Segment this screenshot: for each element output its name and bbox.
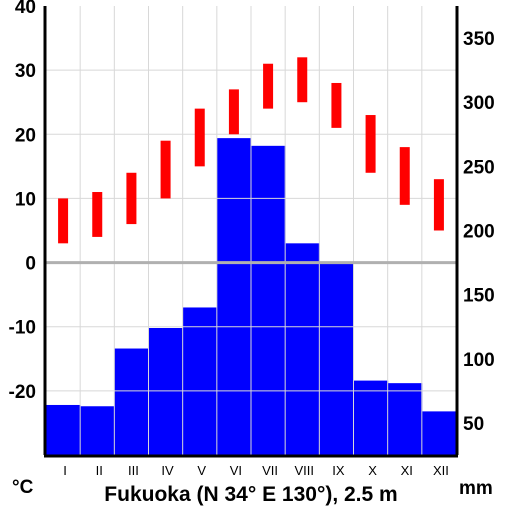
grid-lines	[46, 6, 456, 455]
precip-bar-II	[80, 406, 115, 455]
precipitation-bars	[46, 138, 457, 456]
month-label-III: III	[128, 463, 139, 478]
right-tick-label: 100	[463, 350, 495, 371]
month-label-VI: VI	[230, 463, 242, 478]
month-label-II: II	[96, 463, 103, 478]
precip-bar-XI	[387, 383, 423, 455]
precip-bar-X	[353, 380, 389, 455]
right-tick-label: 200	[463, 222, 495, 243]
temp-range-I	[58, 198, 69, 244]
axes	[43, 6, 459, 458]
temp-range-XII	[433, 179, 444, 231]
left-tick-label: -10	[9, 318, 36, 339]
left-tick-label: 20	[15, 125, 36, 146]
month-label-IX: IX	[332, 463, 345, 478]
left-tick-label: -20	[9, 382, 36, 403]
right-tick-label: 250	[463, 157, 495, 178]
month-label-XII: XII	[433, 463, 449, 478]
temp-range-VIII	[297, 57, 308, 103]
left-tick-label: 0	[25, 254, 36, 275]
precip-bar-VII	[251, 145, 286, 455]
precip-bar-I	[46, 404, 81, 455]
precip-bar-IV	[148, 327, 184, 455]
right-tick-label: 50	[463, 414, 484, 435]
temp-range-VI	[228, 89, 239, 135]
left-tick-label: 30	[15, 61, 36, 82]
month-labels: I II III IV V VI VII VIII IX X XI XII	[63, 463, 449, 478]
temp-range-II	[92, 192, 103, 237]
precip-bar-VI	[216, 138, 252, 456]
month-label-V: V	[197, 463, 206, 478]
month-label-VIII: VIII	[294, 463, 314, 478]
precip-bar-III	[114, 348, 149, 455]
temp-range-IV	[160, 140, 171, 199]
right-axis-ticks: 350 300 250 200 150 100 50	[463, 29, 495, 435]
left-axis-unit: °C	[12, 477, 34, 498]
precip-bar-IX	[319, 262, 354, 455]
chart-title: Fukuoka (N 34° E 130°), 2.5 m	[104, 483, 397, 506]
precip-bar-VIII	[285, 243, 320, 455]
temp-range-XI	[399, 147, 410, 205]
left-tick-label: 10	[15, 189, 36, 210]
right-tick-label: 150	[463, 286, 495, 307]
right-tick-label: 300	[463, 93, 495, 114]
month-label-X: X	[368, 463, 377, 478]
temp-range-V	[194, 108, 205, 167]
month-label-I: I	[63, 463, 67, 478]
right-tick-label: 350	[463, 29, 495, 50]
left-axis-ticks: 40 30 20 10 0 -10 -20	[9, 0, 36, 403]
precip-bar-XII	[421, 411, 457, 455]
month-label-XI: XI	[401, 463, 413, 478]
temp-range-X	[365, 115, 376, 173]
temp-range-III	[126, 172, 137, 225]
temp-range-VII	[263, 63, 274, 109]
month-label-IV: IV	[161, 463, 174, 478]
temperature-ranges	[58, 57, 444, 244]
month-label-VII: VII	[262, 463, 278, 478]
temp-range-IX	[331, 82, 342, 128]
left-tick-label: 40	[15, 0, 36, 18]
right-axis-unit: mm	[459, 478, 493, 499]
precip-bar-V	[182, 307, 218, 455]
